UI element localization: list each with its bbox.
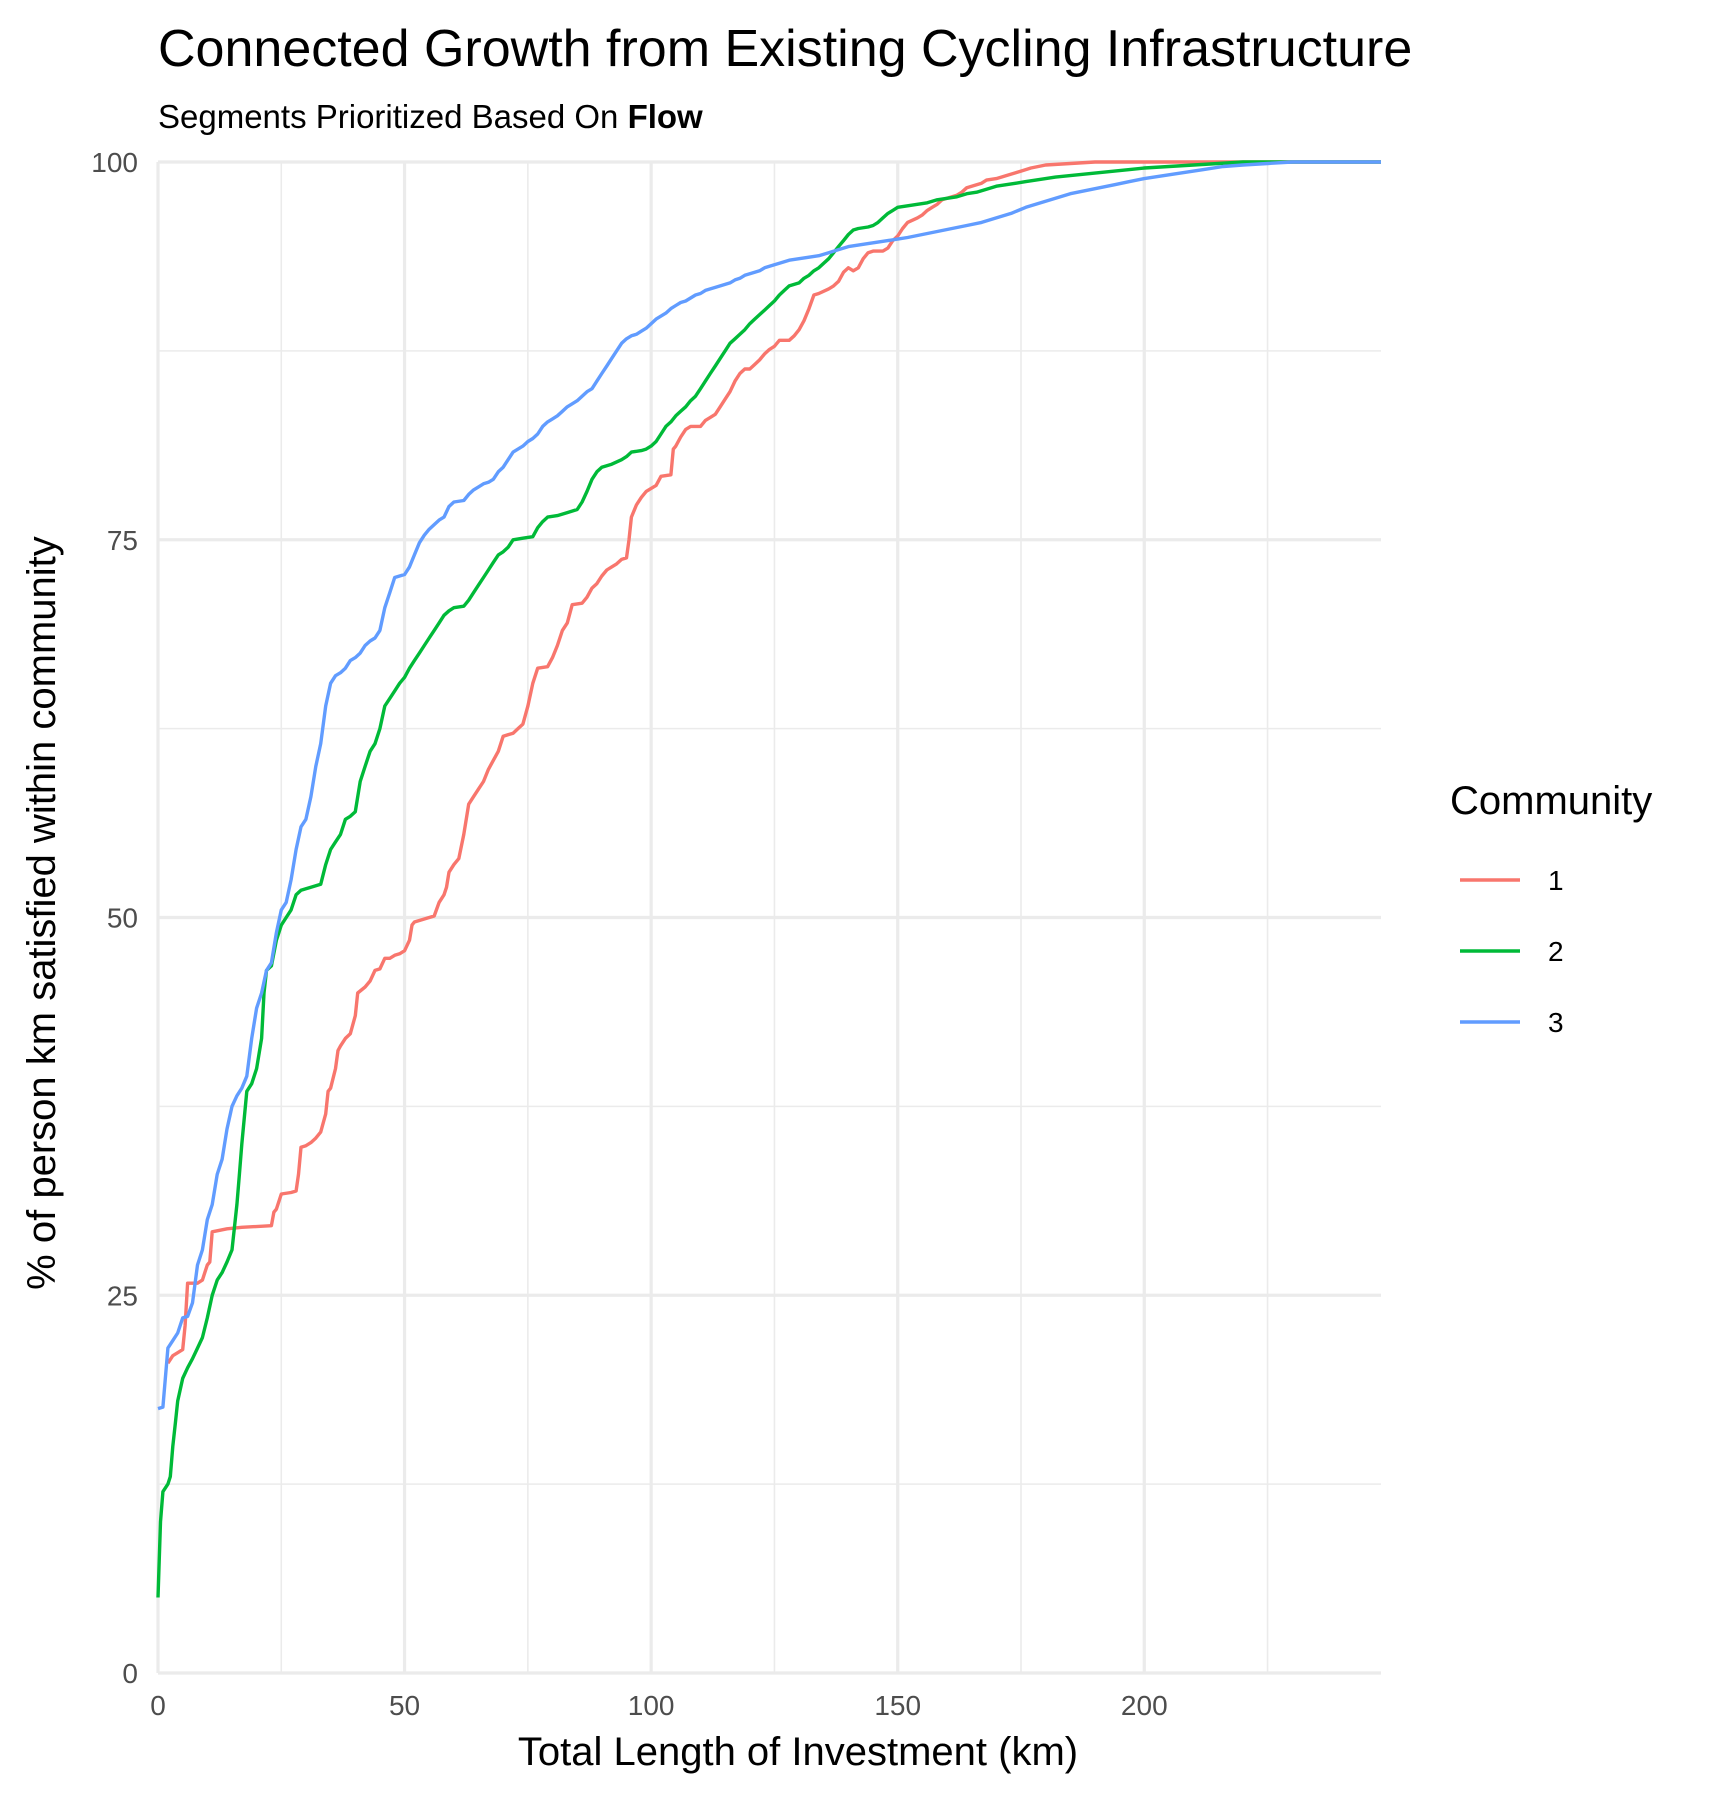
y-axis-ticks: 0 25 50 75 100 — [91, 147, 138, 1689]
legend-title: Community — [1450, 779, 1652, 823]
legend-item-3: 3 — [1460, 1007, 1564, 1038]
legend-label-2: 2 — [1548, 936, 1564, 967]
legend-items: 1 2 3 — [1460, 865, 1564, 1038]
x-tick-label: 100 — [628, 1690, 675, 1721]
series-line-community-1 — [166, 160, 1381, 1365]
chart-subtitle-bold: Flow — [628, 98, 703, 135]
y-axis-title: % of person km satisfied within communit… — [20, 536, 64, 1290]
y-tick-label: 0 — [122, 1658, 138, 1689]
chart-title: Connected Growth from Existing Cycling I… — [158, 20, 1412, 78]
y-tick-label: 25 — [107, 1280, 138, 1311]
legend-item-1: 1 — [1460, 865, 1564, 896]
x-tick-label: 150 — [874, 1690, 921, 1721]
x-tick-label: 0 — [150, 1690, 166, 1721]
chart-subtitle: Segments Prioritized Based On Flow — [158, 98, 703, 135]
legend-label-1: 1 — [1548, 865, 1564, 896]
x-axis-title: Total Length of Investment (km) — [518, 1730, 1078, 1774]
y-tick-label: 75 — [107, 525, 138, 556]
series-layer — [156, 160, 1381, 1598]
x-axis-ticks: 0 50 100 150 200 — [150, 1690, 1167, 1721]
legend-item-2: 2 — [1460, 936, 1564, 967]
x-tick-label: 50 — [389, 1690, 420, 1721]
series-line-community-2 — [156, 160, 1381, 1598]
chart-subtitle-prefix: Segments Prioritized Based On — [158, 98, 628, 135]
y-tick-label: 100 — [91, 147, 138, 178]
x-tick-label: 200 — [1121, 1690, 1168, 1721]
series-line-community-3 — [157, 160, 1381, 1411]
grid-layer — [156, 160, 1381, 1675]
legend-label-3: 3 — [1548, 1007, 1564, 1038]
y-tick-label: 50 — [107, 903, 138, 934]
legend: Community 1 2 3 — [1450, 779, 1652, 1038]
